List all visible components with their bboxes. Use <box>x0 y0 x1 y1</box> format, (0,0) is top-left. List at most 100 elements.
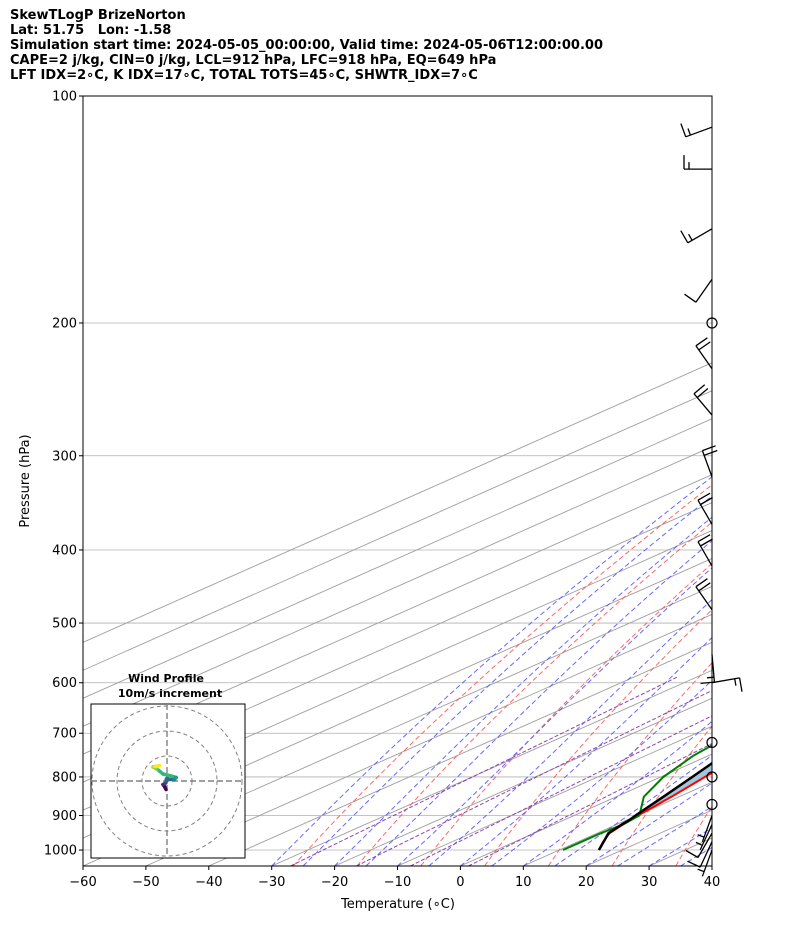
isotherm-line <box>648 837 712 866</box>
isotherm-line <box>208 641 712 866</box>
index-values-line: LFT IDX=2∘C, K IDX=17∘C, TOTAL TOTS=45∘C… <box>10 68 478 83</box>
y-tick-label: 100 <box>52 90 77 105</box>
isotherm-line <box>83 446 712 727</box>
x-tick-label: 20 <box>578 875 595 890</box>
wind-barb-calm <box>706 736 718 749</box>
isotherm-line <box>83 557 712 839</box>
hodograph-title: Wind Profile <box>128 672 204 685</box>
isotherm-line <box>83 390 712 671</box>
wind-barb <box>687 841 713 868</box>
temperature-profile <box>598 771 712 851</box>
wind-barb <box>685 832 713 859</box>
moist-adiabat <box>711 865 712 866</box>
x-tick-label: −20 <box>321 875 348 890</box>
moist-adiabat <box>302 495 712 866</box>
chart-title: SkewTLogP BrizeNorton <box>10 8 186 23</box>
wind-barb <box>711 677 743 692</box>
wind-barb <box>683 155 712 170</box>
moist-adiabat <box>460 636 712 866</box>
isotherm-line <box>775 96 794 866</box>
y-tick-label: 1000 <box>44 844 77 859</box>
wind-barb-calm <box>706 771 718 783</box>
isotherm-line <box>460 753 712 866</box>
y-tick-label: 600 <box>52 676 77 691</box>
moist-adiabat <box>428 598 712 866</box>
x-tick-label: −10 <box>384 875 411 890</box>
wind-barb <box>697 815 713 843</box>
x-tick-label: −40 <box>195 875 222 890</box>
isotherm-line <box>83 418 712 699</box>
isotherm-line <box>397 725 712 866</box>
dry-adiabat <box>675 805 712 866</box>
wind-barb <box>701 445 718 478</box>
mixing-ratio-line <box>290 676 678 866</box>
hodograph-segment <box>153 763 162 769</box>
x-tick-label: −60 <box>69 875 96 890</box>
isotherm-line <box>523 781 712 866</box>
y-tick-label: 900 <box>52 809 77 824</box>
wind-barb <box>680 123 713 138</box>
moist-adiabat <box>334 516 712 866</box>
dry-adiabat <box>356 521 712 866</box>
simulation-time-line: Simulation start time: 2024-05-05_00:00:… <box>10 38 603 53</box>
dewpoint-profile <box>562 744 712 851</box>
wind-barb-calm <box>706 317 718 329</box>
wind-barbs <box>680 123 743 877</box>
moist-adiabat <box>523 720 712 866</box>
x-tick-label: −30 <box>258 875 285 890</box>
y-axis-label: Pressure (hPa) <box>18 434 33 527</box>
y-tick-label: 700 <box>52 727 77 742</box>
moist-adiabat <box>648 827 712 866</box>
wind-barb <box>697 849 713 877</box>
isotherm-line <box>83 530 712 811</box>
dry-adiabat <box>292 484 712 866</box>
wind-barb <box>695 578 713 611</box>
y-tick-label: 800 <box>52 770 77 785</box>
y-tick-label: 200 <box>52 316 77 331</box>
wind-barb <box>697 534 713 567</box>
x-axis-label: Temperature (∘C) <box>340 897 455 912</box>
wind-barb <box>695 337 713 370</box>
wind-barb <box>697 492 713 525</box>
wind-barb <box>693 384 713 416</box>
moist-adiabat <box>397 567 712 866</box>
y-tick-label: 500 <box>52 617 77 632</box>
mixing-ratio-line <box>468 742 712 866</box>
wind-barb <box>684 278 713 303</box>
moist-adiabat <box>585 782 712 866</box>
location-line: Lat: 51.75 Lon: -1.58 <box>10 23 172 38</box>
x-tick-label: −50 <box>132 875 159 890</box>
moist-adiabat <box>365 540 712 866</box>
parcel-path <box>597 761 712 851</box>
dry-adiabat <box>420 562 712 866</box>
x-tick-label: 10 <box>515 875 532 890</box>
moist-adiabat <box>617 806 712 866</box>
chart-header: SkewTLogP BrizeNorton Lat: 51.75 Lon: -1… <box>10 8 603 83</box>
hodograph-subtitle: 10m/s increment <box>118 687 222 700</box>
isotherm-line <box>83 362 712 643</box>
x-tick-label: 40 <box>704 875 721 890</box>
x-tick-label: 30 <box>641 875 658 890</box>
wind-barb-calm <box>706 798 718 811</box>
hodograph <box>91 704 245 858</box>
moist-adiabat <box>271 476 712 866</box>
mixing-ratio-line <box>356 689 712 866</box>
wind-barb <box>700 654 716 685</box>
mixing-ratio-line <box>410 715 712 866</box>
isotherm-line <box>586 809 712 866</box>
stability-parameters-line: CAPE=2 j/kg, CIN=0 j/kg, LCL=912 hPa, LF… <box>10 53 497 68</box>
wind-barb <box>695 824 713 851</box>
wind-barb <box>680 228 713 244</box>
isotherm-line <box>145 613 712 866</box>
cape-shading <box>598 763 712 850</box>
dry-adiabat <box>547 662 712 866</box>
isotherm-line <box>711 865 712 866</box>
y-tick-label: 400 <box>52 543 77 558</box>
isotherm-line <box>83 585 712 866</box>
dry-adiabat <box>740 96 794 866</box>
y-tick-label: 300 <box>52 449 77 464</box>
isotherm-line <box>271 669 712 866</box>
x-tick-label: 0 <box>456 875 464 890</box>
